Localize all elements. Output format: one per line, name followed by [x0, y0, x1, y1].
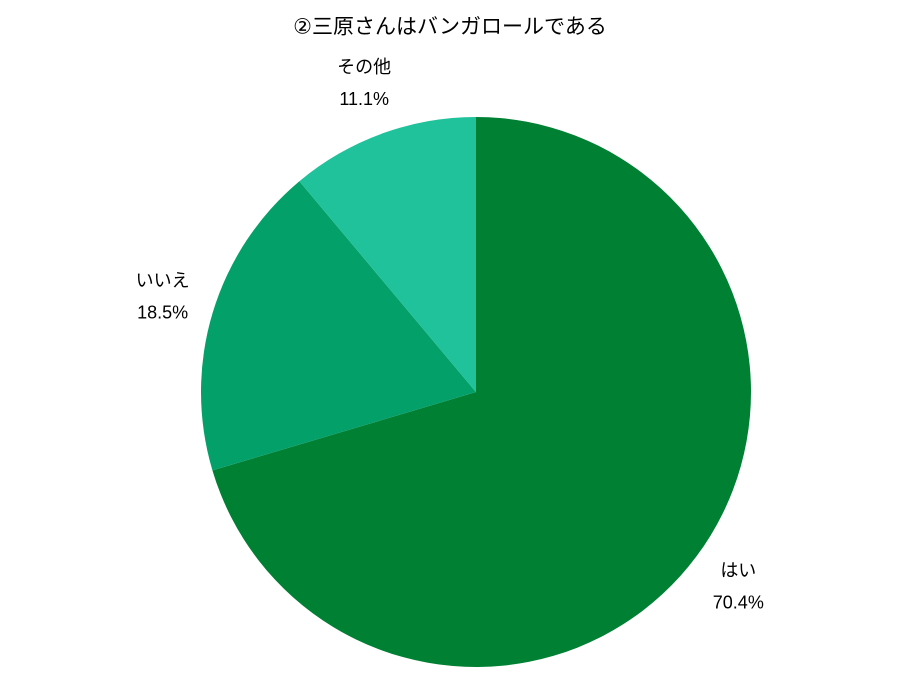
value-label: 18.5%: [137, 302, 188, 322]
slice-label: はい: [720, 560, 756, 580]
pie-slice: [212, 117, 751, 667]
slice-label: その他: [337, 57, 391, 77]
slice-label: いいえ: [136, 270, 190, 290]
chart-title: ②三原さんはバンガロールである: [293, 16, 607, 39]
pie-slice: [299, 117, 476, 392]
value-label: 70.4%: [713, 592, 764, 612]
pie-slice: [201, 181, 477, 471]
value-label: 11.1%: [339, 89, 389, 109]
